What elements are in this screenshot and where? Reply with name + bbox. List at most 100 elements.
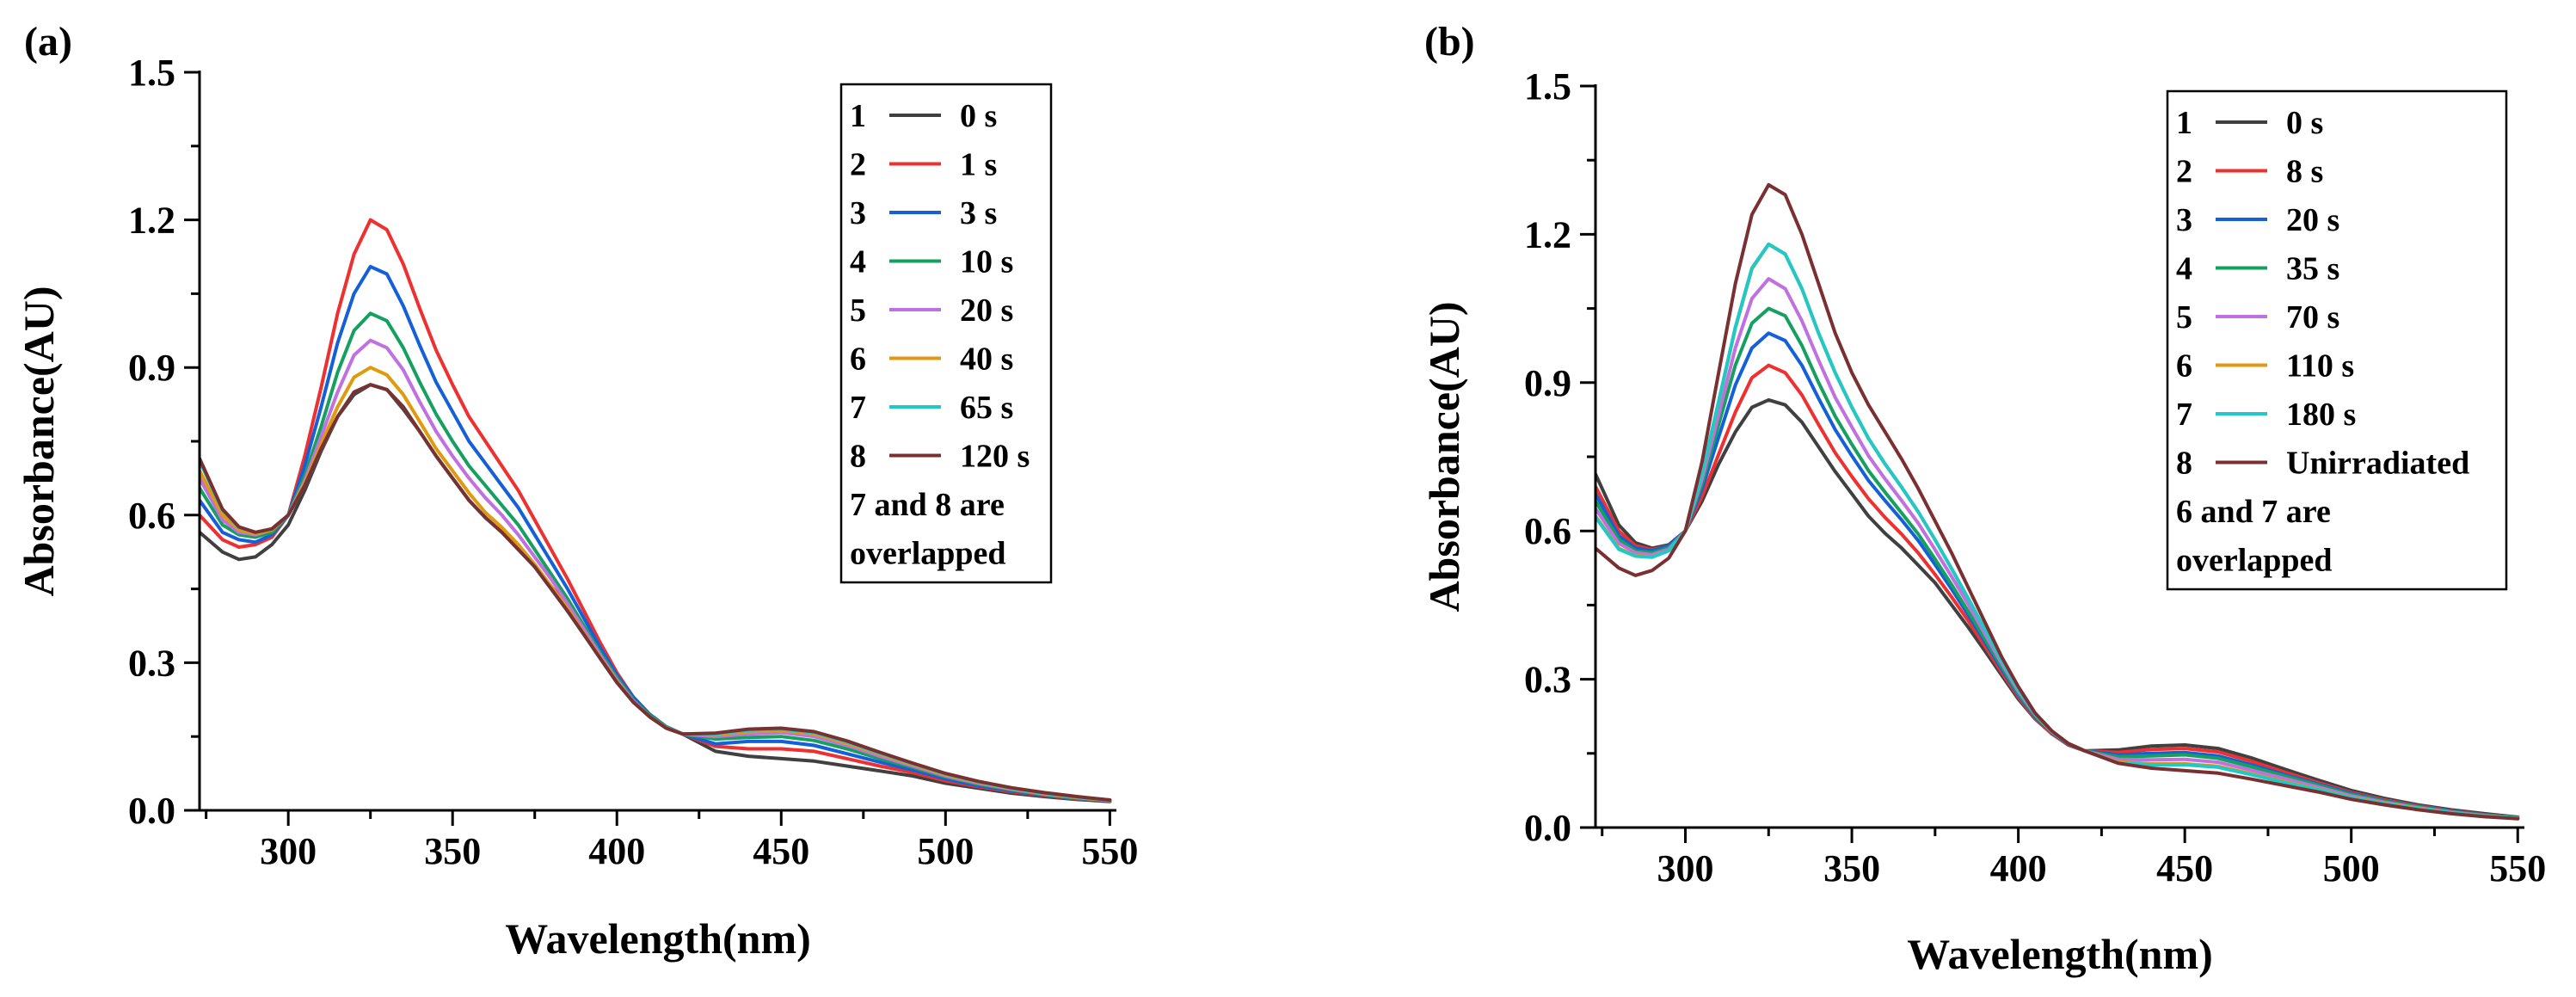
legend-label: 110 s xyxy=(2286,348,2354,385)
legend-index: 3 xyxy=(850,195,866,231)
legend-label: 40 s xyxy=(960,342,1013,378)
series-line-7 xyxy=(1595,242,2520,821)
legend-note: overlapped xyxy=(2176,543,2333,579)
panel-label: (a) xyxy=(24,19,72,65)
x-tick-label: 500 xyxy=(917,830,974,872)
legend-label: 120 s xyxy=(960,439,1030,475)
legend-label: 0 s xyxy=(2286,105,2323,141)
legend-entry: 3 20 s xyxy=(2176,202,2339,238)
legend-label: 20 s xyxy=(960,292,1013,329)
y-tick-label: 0.0 xyxy=(1524,807,1571,849)
panel-label: (b) xyxy=(1424,19,1475,65)
legend-note: 7 and 8 are xyxy=(850,487,1005,523)
x-tick-label: 350 xyxy=(1823,847,1880,889)
legend-entry: 3 3 s xyxy=(850,195,997,231)
legend-label: 10 s xyxy=(960,244,1013,280)
series-line-4 xyxy=(200,311,1112,803)
x-tick-label: 400 xyxy=(588,830,645,872)
series-line-8 xyxy=(1595,182,2520,821)
chart-panel-a: (a) 300 350 400 450 500 550 0.0 0.3 0.6 0.9 1.2 1.5 W… xyxy=(15,19,1138,963)
y-tick-label: 0.3 xyxy=(1524,659,1571,701)
series-line-2 xyxy=(200,218,1112,803)
series-line-1 xyxy=(1595,397,2520,819)
legend-label: Unirradiated xyxy=(2286,446,2469,482)
legend-index: 5 xyxy=(2176,299,2192,335)
series-line-4 xyxy=(1595,306,2520,820)
x-tick-label: 300 xyxy=(260,830,317,872)
legend-index: 4 xyxy=(850,244,866,280)
x-tick-label: 400 xyxy=(1990,847,2047,889)
legend-label: 20 s xyxy=(2286,202,2339,238)
y-tick-label: 0.9 xyxy=(128,347,175,389)
legend-label: 180 s xyxy=(2286,397,2356,433)
legend-entry: 7 65 s xyxy=(850,390,1013,426)
x-tick-label: 350 xyxy=(424,830,481,872)
legend: 1 0 s 2 8 s 3 20 s 4 35 s 5 70 s 6 110 s 7 180 s 8 Unir… xyxy=(2166,89,2508,591)
y-tick-label: 0.6 xyxy=(1524,510,1571,552)
legend-index: 1 xyxy=(850,98,866,134)
series-line-8 xyxy=(200,383,1112,802)
legend-box xyxy=(839,83,1053,584)
chart-panel-b: (b) 300 350 400 450 500 550 0.0 0.3 0.6 0.9 1.2 1.5 W… xyxy=(1420,19,2546,978)
legend-label: 0 s xyxy=(960,98,997,134)
x-tick-label: 550 xyxy=(1081,830,1138,872)
legend-index: 8 xyxy=(2176,446,2192,482)
y-axis-title: Absorbance(AU) xyxy=(15,286,63,596)
legend-entry: 5 20 s xyxy=(850,292,1013,329)
legend-label: 3 s xyxy=(960,195,997,231)
legend-index: 6 xyxy=(2176,348,2192,385)
legend-entry: 2 1 s xyxy=(850,147,997,183)
series-line-5 xyxy=(200,338,1112,803)
y-tick-label: 1.5 xyxy=(128,52,175,94)
series-lines xyxy=(200,218,1112,803)
legend: 1 0 s 2 1 s 3 3 s 4 10 s 5 20 s 6 40 s 7 65 s 8 120 s 7 … xyxy=(839,83,1053,584)
y-tick-label: 1.2 xyxy=(1524,213,1571,255)
legend-label: 65 s xyxy=(960,390,1013,426)
legend-entry: 6 40 s xyxy=(850,342,1013,378)
legend-index: 4 xyxy=(2176,251,2192,287)
legend-entry: 8 Unirradiated xyxy=(2176,446,2469,482)
legend-label: 8 s xyxy=(2286,154,2323,190)
series-line-2 xyxy=(1595,363,2520,820)
legend-index: 3 xyxy=(2176,202,2192,238)
legend-entry: 4 10 s xyxy=(850,244,1013,280)
legend-label: 70 s xyxy=(2286,299,2339,335)
legend-entry: 1 0 s xyxy=(2176,105,2323,141)
legend-index: 8 xyxy=(850,439,866,475)
series-line-5 xyxy=(1595,277,2520,821)
y-tick-label: 1.2 xyxy=(128,200,175,242)
legend-index: 2 xyxy=(2176,154,2192,190)
series-line-3 xyxy=(200,264,1112,803)
y-tick-label: 0.6 xyxy=(128,495,175,537)
legend-box xyxy=(2166,89,2508,591)
legend-entry: 7 180 s xyxy=(2176,397,2356,433)
legend-note: 6 and 7 are xyxy=(2176,494,2331,530)
y-tick-label: 0.3 xyxy=(128,642,175,684)
legend-label: 35 s xyxy=(2286,251,2339,287)
legend-note: overlapped xyxy=(850,536,1006,572)
legend-index: 1 xyxy=(2176,105,2192,141)
x-tick-label: 550 xyxy=(2489,847,2546,889)
legend-index: 6 xyxy=(850,342,866,378)
x-axis-title: Wavelength(nm) xyxy=(1907,930,2213,978)
x-axis-title: Wavelength(nm) xyxy=(505,914,811,963)
y-axis-title: Absorbance(AU) xyxy=(1420,301,1468,612)
legend-index: 7 xyxy=(850,390,866,426)
x-tick-label: 300 xyxy=(1657,847,1714,889)
x-tick-label: 450 xyxy=(753,830,809,872)
legend-index: 5 xyxy=(850,292,866,329)
legend-entry: 5 70 s xyxy=(2176,299,2339,335)
legend-index: 2 xyxy=(850,147,866,183)
x-tick-label: 500 xyxy=(2323,847,2380,889)
legend-entry: 2 8 s xyxy=(2176,154,2323,190)
legend-label: 1 s xyxy=(960,147,997,183)
legend-index: 7 xyxy=(2176,397,2192,433)
legend-entry: 8 120 s xyxy=(850,439,1030,475)
y-tick-label: 0.9 xyxy=(1524,362,1571,404)
y-tick-label: 0.0 xyxy=(128,790,175,832)
x-tick-label: 450 xyxy=(2156,847,2213,889)
legend-entry: 1 0 s xyxy=(850,98,997,134)
series-lines xyxy=(1595,182,2520,821)
legend-entry: 4 35 s xyxy=(2176,251,2339,287)
